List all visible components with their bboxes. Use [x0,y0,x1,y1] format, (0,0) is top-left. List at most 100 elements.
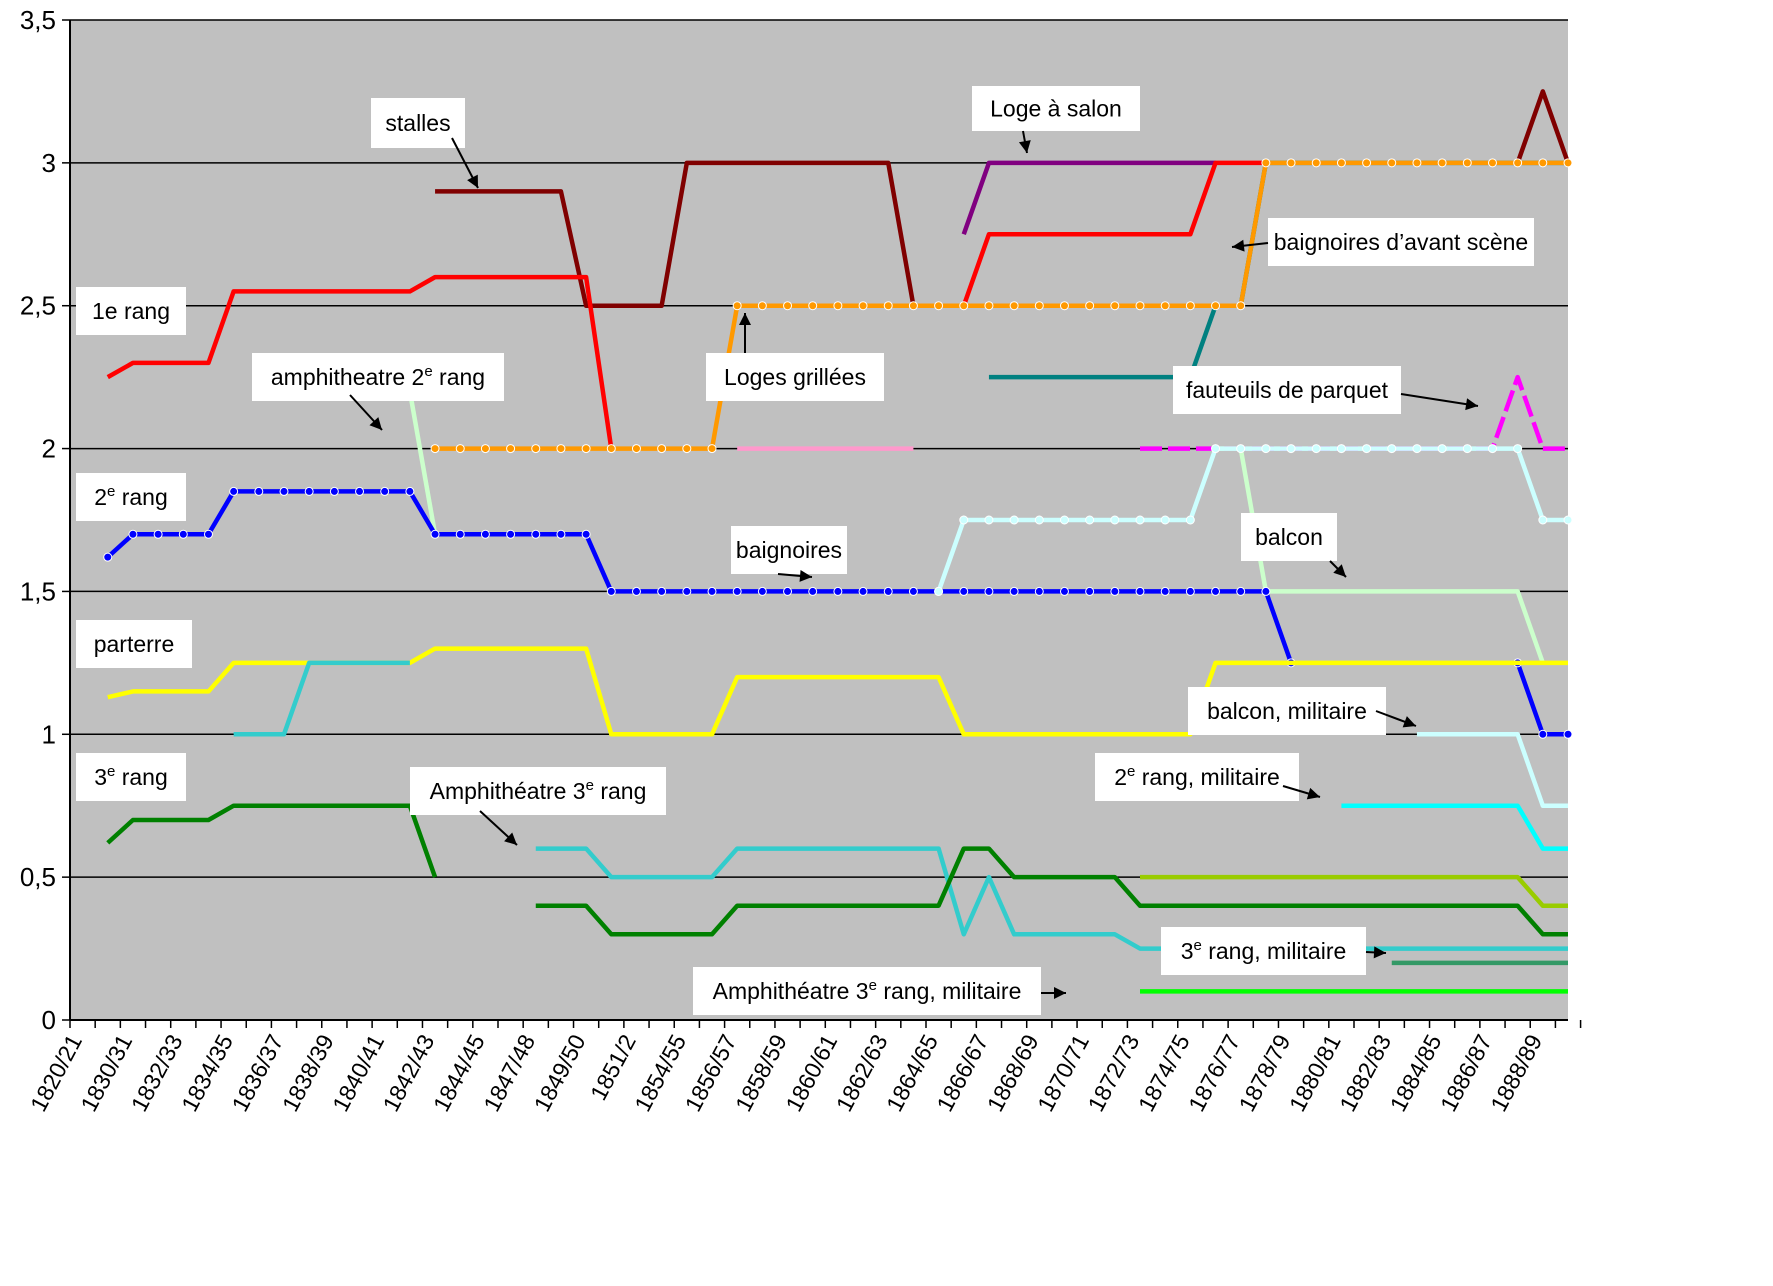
annotation-stalles: stalles [371,98,479,189]
data-point [984,301,994,311]
annotation-amph3-mil: Amphithéatre 3e rang, militaire [693,967,1066,1015]
data-point [682,444,692,454]
data-point [103,552,113,562]
data-point [1085,515,1095,525]
annotation-baignoires-avant: baignoires d’avant scène [1231,218,1534,266]
series-line [106,274,614,449]
data-point [153,529,163,539]
data-point [1085,586,1095,596]
series-line [106,803,438,878]
annotation-label: 2e rang, militaire [1114,763,1280,790]
data-point [732,301,742,311]
series-14 [106,803,1568,937]
series-4 [430,158,1573,454]
data-point [254,486,264,496]
annotation-fauteuils: fauteuils de parquet [1173,366,1479,414]
data-point [732,586,742,596]
annotation-text: Amphithéatre 3 [430,778,586,804]
data-point [1412,444,1422,454]
data-point [1563,515,1573,525]
data-point [531,529,541,539]
data-point [1009,586,1019,596]
series-12 [1416,732,1568,808]
annotation-label: 2e rang [94,483,168,510]
data-point [1437,158,1447,168]
annotation-text: balcon [1255,524,1323,550]
y-tick-label: 1 [42,719,56,749]
data-point [1110,515,1120,525]
data-point [1261,444,1271,454]
data-point [959,515,969,525]
annotation-label: parterre [94,631,175,657]
annotation-text-tail: rang, militaire [877,978,1021,1004]
data-point [1211,586,1221,596]
data-point [1462,158,1472,168]
data-point [682,586,692,596]
annotation-amph2: amphitheatre 2e rang [252,353,504,431]
data-point [1286,444,1296,454]
data-point [959,301,969,311]
annotation-text: fauteuils de parquet [1186,377,1389,403]
data-point [1261,586,1271,596]
annotation-text: baignoires [736,537,842,563]
annotation-box [706,353,884,401]
data-point [606,586,616,596]
data-point [858,586,868,596]
data-point [757,301,767,311]
data-point [355,486,365,496]
data-point [908,301,918,311]
data-point [430,529,440,539]
data-point [707,586,717,596]
annotation-box [693,967,1041,1015]
annotation-text-tail: rang, militaire [1135,764,1279,790]
data-point [1311,444,1321,454]
annotation-loges-grillees: Loges grillées [706,313,884,401]
data-point [1160,515,1170,525]
y-tick-label: 3,5 [20,5,56,35]
annotation-text: 2 [1114,764,1127,790]
annotation-superscript: e [107,483,115,500]
annotation-box [76,473,186,521]
data-point [1362,158,1372,168]
annotation-label: Loge à salon [990,96,1122,122]
data-point [934,301,944,311]
series-9 [934,444,1573,596]
annotation-superscript: e [1194,937,1202,954]
annotation-rang1: 1e rang [76,287,186,335]
data-point [1437,444,1447,454]
data-point [1185,515,1195,525]
annotation-text: 2 [94,484,107,510]
series-13 [1341,803,1568,851]
data-point [934,586,944,596]
annotation-arrowhead [467,174,478,188]
series-15 [1140,874,1568,908]
data-point [883,586,893,596]
data-point [1185,301,1195,311]
annotation-superscript: e [869,977,877,994]
annotation-box [1161,927,1366,975]
data-point [1538,515,1548,525]
y-tick-label: 3 [42,148,56,178]
data-point [1059,515,1069,525]
series-line [1515,89,1571,164]
data-point [1135,301,1145,311]
annotation-text-tail: rang [433,364,485,390]
annotation-box [1188,687,1386,735]
annotation-text: Amphithéatre 3 [713,978,869,1004]
data-point [1135,515,1145,525]
annotation-layer: stalles Loge à salon baignoires d’avant sc… [76,86,1534,1015]
y-tick-label: 2,5 [20,291,56,321]
annotation-rang3-mil: 3e rang, militaire [1161,927,1387,975]
data-point [506,444,516,454]
annotation-box [410,767,666,815]
series-0 [435,89,1571,308]
annotation-text: baignoires d’avant scène [1274,229,1528,255]
annotation-arrowhead [504,832,517,845]
data-point [959,586,969,596]
data-point [1462,444,1472,454]
annotation-arrowhead [1232,239,1245,252]
data-point [1034,301,1044,311]
annotation-text: parterre [94,631,175,657]
data-point [304,486,314,496]
annotation-arrowhead [369,417,382,430]
